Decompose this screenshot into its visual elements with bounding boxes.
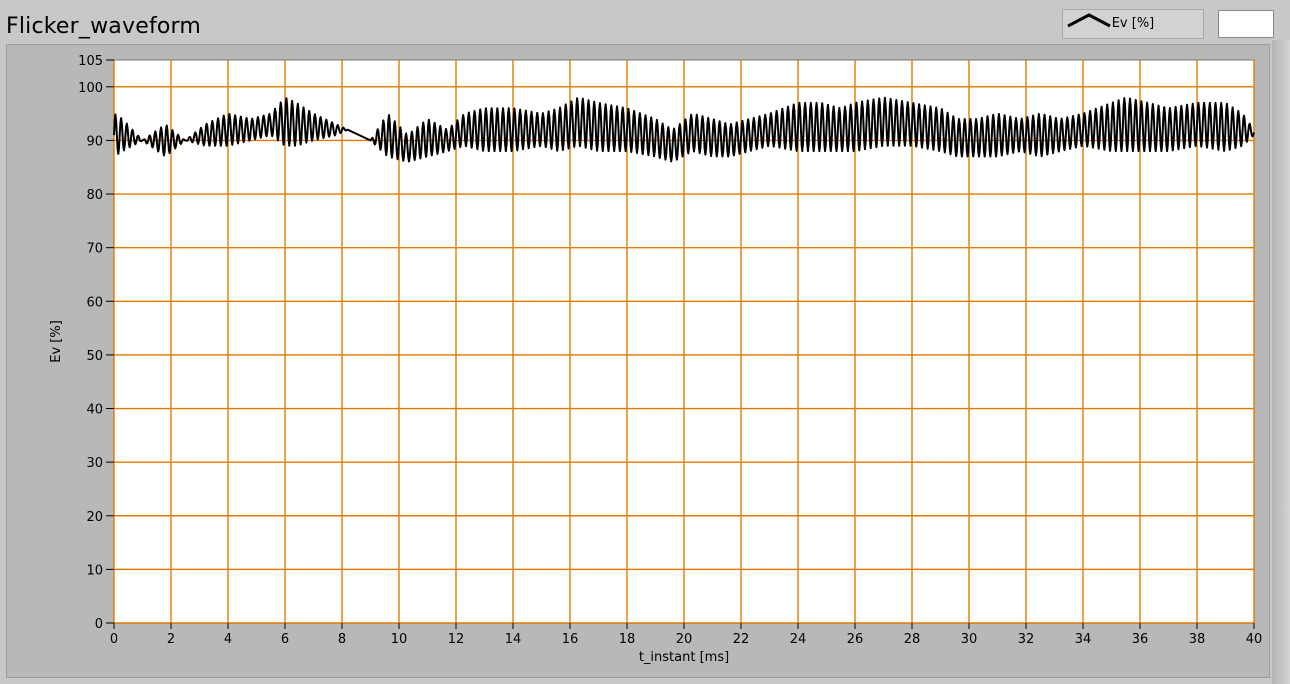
x-tick-label: 28 (904, 632, 921, 647)
line-swatch-glyph (1067, 13, 1111, 28)
x-tick-label: 26 (847, 632, 864, 647)
x-tick-label: 12 (448, 632, 465, 647)
x-tick-label: 0 (110, 632, 118, 647)
x-tick-label: 4 (224, 632, 232, 647)
chart-title: Flicker_waveform (6, 14, 202, 39)
x-tick-label: 6 (281, 632, 289, 647)
line-swatch-icon[interactable] (1067, 10, 1274, 38)
legend-series-label[interactable]: Ev [%] (1062, 9, 1204, 39)
axis-ticks: 0 2 4 6 8 10 12 14 16 18 20 22 24 26 28 30 32 34 36 38 40010… (78, 54, 1262, 647)
series-line (113, 96, 1255, 163)
x-tick-label: 34 (1075, 632, 1092, 647)
x-tick-label: 14 (505, 632, 522, 647)
y-tick-label: 90 (86, 134, 103, 149)
y-axis-label: Ev [%] (49, 320, 64, 363)
y-tick-label: 10 (86, 563, 103, 578)
vertical-scrollbar[interactable] (1272, 40, 1290, 684)
y-tick-label: 40 (86, 403, 103, 418)
grid-lines (113, 60, 1255, 624)
x-tick-label: 36 (1132, 632, 1149, 647)
y-tick-label: 50 (86, 349, 103, 364)
x-tick-label: 18 (619, 632, 636, 647)
y-tick-label: 60 (86, 295, 103, 310)
y-tick-label: 30 (86, 456, 103, 471)
x-tick-label: 16 (562, 632, 579, 647)
x-tick-label: 40 (1246, 632, 1263, 647)
x-tick-label: 38 (1189, 632, 1206, 647)
x-tick-label: 20 (676, 632, 693, 647)
y-tick-label: 80 (86, 188, 103, 203)
x-tick-label: 2 (167, 632, 175, 647)
x-tick-label: 24 (790, 632, 807, 647)
series-group (113, 96, 1255, 163)
y-tick-label: 105 (78, 54, 103, 69)
x-tick-label: 22 (733, 632, 750, 647)
plot-legend[interactable]: Ev [%] (1062, 8, 1276, 40)
y-tick-label: 0 (95, 617, 103, 632)
y-tick-label: 100 (78, 81, 103, 96)
y-tick-label: 70 (86, 242, 103, 257)
x-tick-label: 10 (391, 632, 408, 647)
x-tick-label: 30 (961, 632, 978, 647)
x-axis-label: t_instant [ms] (639, 650, 729, 665)
x-tick-label: 32 (1018, 632, 1035, 647)
y-tick-label: 20 (86, 510, 103, 525)
x-tick-label: 8 (338, 632, 346, 647)
